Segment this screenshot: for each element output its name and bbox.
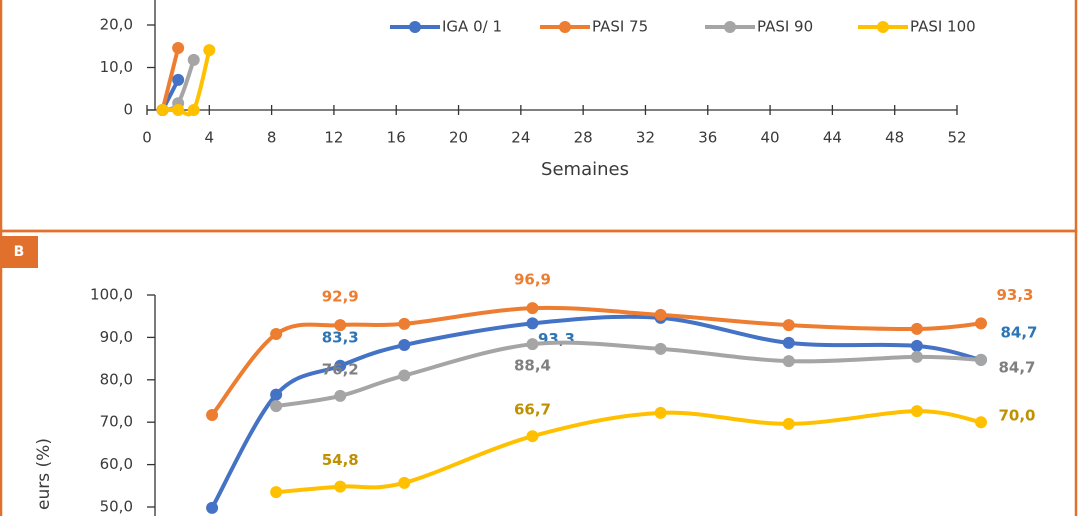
data-point: [975, 317, 987, 330]
data-point: [782, 319, 795, 332]
x-tick-label: 8: [267, 129, 277, 147]
data-point: [206, 408, 219, 421]
data-point: [654, 308, 667, 321]
series-line: [275, 409, 982, 495]
data-point: [334, 319, 347, 332]
data-point: [206, 501, 219, 514]
legend-marker: [559, 21, 571, 33]
data-point: [782, 336, 795, 349]
data-point: [782, 355, 795, 368]
x-tick-label: 4: [205, 129, 215, 147]
data-point: [187, 53, 200, 66]
data-point: [172, 73, 185, 86]
y-axis-label: eurs (%): [34, 438, 54, 510]
panel-b-frame: [0, 229, 1078, 516]
data-point: [910, 339, 923, 352]
data-point: [334, 480, 347, 493]
data-point: [398, 369, 411, 382]
data-point: [910, 322, 923, 335]
data-point: [203, 44, 216, 57]
legend-label: IGA 0/ 1: [442, 18, 502, 36]
x-tick-label: 20: [449, 129, 468, 147]
value-label: 66,7: [514, 401, 551, 419]
data-point: [270, 400, 283, 413]
data-point: [398, 339, 411, 352]
data-point: [270, 486, 283, 499]
value-label: 70,0: [998, 407, 1035, 425]
data-point: [526, 317, 539, 330]
x-tick-label: 36: [698, 129, 717, 147]
data-point: [910, 405, 923, 418]
value-label: 92,9: [322, 288, 359, 306]
data-point: [782, 417, 795, 430]
data-point: [654, 406, 667, 419]
series-line: [275, 340, 982, 409]
data-point: [270, 388, 283, 401]
value-label: 54,8: [322, 451, 359, 469]
x-axis-label: Semaines: [541, 159, 629, 180]
x-tick-label: 16: [387, 129, 406, 147]
y-tick-label: 60,0: [100, 455, 133, 473]
x-tick-label: 28: [574, 129, 593, 147]
value-label: 84,7: [998, 358, 1035, 376]
data-point: [526, 338, 539, 351]
value-label: 96,9: [514, 271, 551, 289]
data-point: [172, 41, 185, 54]
data-point: [654, 342, 667, 355]
panel-badge: [0, 236, 38, 268]
x-tick-label: 0: [142, 129, 152, 147]
legend-marker: [409, 21, 421, 33]
x-tick-label: 52: [947, 129, 966, 147]
data-point: [526, 302, 539, 315]
data-point: [526, 430, 539, 443]
data-point: [398, 317, 411, 330]
data-point: [156, 104, 169, 116]
legend-label: PASI 75: [592, 18, 648, 36]
x-tick-label: 44: [823, 129, 842, 147]
data-point: [172, 104, 185, 116]
y-tick-label: 0: [123, 101, 133, 119]
value-label: 93,3: [996, 286, 1033, 304]
y-tick-label: 10,0: [100, 58, 133, 76]
x-tick-label: 12: [324, 129, 343, 147]
x-tick-label: 48: [885, 129, 904, 147]
x-tick-label: 32: [636, 129, 655, 147]
panel-label: B: [14, 244, 25, 260]
data-point: [270, 328, 283, 341]
data-point: [975, 353, 987, 366]
value-label: 88,4: [514, 357, 551, 375]
data-point: [334, 359, 347, 372]
data-point: [975, 416, 987, 429]
series-line: [210, 305, 982, 417]
y-tick-label: 100,0: [90, 286, 133, 304]
y-tick-label: 90,0: [100, 328, 133, 346]
y-tick-label: 70,0: [100, 413, 133, 431]
value-label: 84,7: [1000, 323, 1037, 341]
value-label: 83,3: [322, 328, 359, 346]
data-point: [334, 389, 347, 402]
legend-label: PASI 100: [910, 18, 976, 36]
x-tick-label: 24: [511, 129, 530, 147]
data-point: [910, 350, 923, 363]
y-tick-label: 80,0: [100, 370, 133, 388]
data-point: [398, 476, 411, 489]
value-label: 76,2: [322, 360, 359, 378]
x-tick-label: 40: [761, 129, 780, 147]
data-point: [187, 104, 200, 116]
legend-label: PASI 90: [757, 18, 813, 36]
legend-marker: [724, 21, 736, 33]
series-line: [162, 49, 212, 117]
y-tick-label: 20,0: [100, 16, 133, 34]
legend-marker: [877, 21, 889, 33]
y-tick-label: 50,0: [100, 498, 133, 516]
